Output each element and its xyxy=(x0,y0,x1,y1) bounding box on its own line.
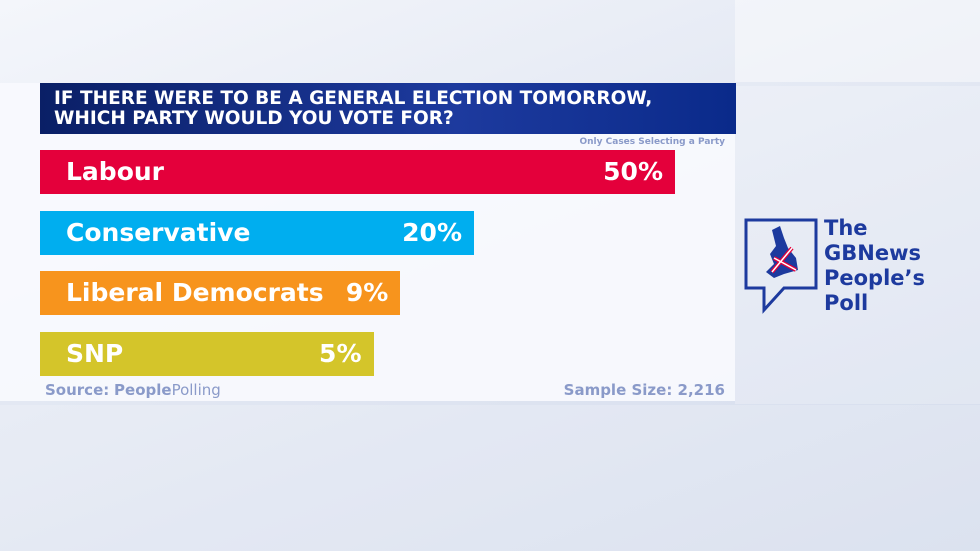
value-label: 50% xyxy=(603,157,663,186)
logo-text: The xyxy=(824,216,868,240)
logo-text: GBNews xyxy=(824,243,921,264)
category-label: SNP xyxy=(66,338,124,368)
logo-icon xyxy=(744,218,818,314)
value-label: 9% xyxy=(345,278,389,307)
background-panel xyxy=(0,405,980,551)
category-label: Labour xyxy=(66,157,164,186)
category-label: Conservative xyxy=(66,217,251,247)
logo-text: News xyxy=(857,241,921,265)
source: Source: PeoplePolling xyxy=(45,381,221,399)
value-label: 20% xyxy=(402,217,462,247)
category-label: Liberal Democrats xyxy=(66,278,324,307)
bar xyxy=(40,331,374,376)
chart-title: IF THERE WERE TO BE A GENERAL ELECTION T… xyxy=(40,83,736,134)
logo-text-bold: GB xyxy=(824,241,858,265)
chart-subtitle: Only Cases Selecting a Party xyxy=(579,137,726,147)
logo-text: People’s xyxy=(824,266,926,290)
source-brand-bold: People xyxy=(114,381,172,399)
source-label: Source: xyxy=(45,381,110,399)
source-brand: Polling xyxy=(171,381,221,399)
logo-text: Poll xyxy=(824,291,869,315)
logo: The GBNews People’s Poll xyxy=(744,218,954,318)
bar xyxy=(40,271,401,315)
sample-size: Sample Size: 2,216 xyxy=(563,381,725,399)
value-label: 5% xyxy=(319,338,362,368)
bar xyxy=(40,150,675,194)
background-panel xyxy=(735,0,980,82)
bar xyxy=(40,210,474,255)
